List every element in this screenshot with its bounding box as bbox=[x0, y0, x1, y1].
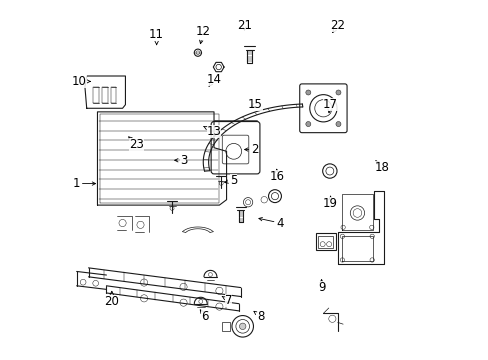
Text: 20: 20 bbox=[104, 291, 119, 309]
Text: 18: 18 bbox=[374, 161, 389, 174]
Text: 23: 23 bbox=[128, 137, 144, 150]
Text: 14: 14 bbox=[206, 73, 221, 86]
Text: 8: 8 bbox=[253, 310, 264, 323]
Text: 17: 17 bbox=[323, 98, 337, 113]
Text: 11: 11 bbox=[149, 28, 164, 45]
Text: 5: 5 bbox=[224, 174, 237, 186]
Text: 9: 9 bbox=[317, 280, 325, 294]
Text: 6: 6 bbox=[200, 310, 208, 323]
Bar bbox=[316, 233, 335, 250]
Text: 1: 1 bbox=[72, 177, 95, 190]
Bar bbox=[222, 322, 229, 330]
Text: 22: 22 bbox=[329, 19, 345, 32]
Circle shape bbox=[305, 122, 310, 127]
Text: 12: 12 bbox=[195, 25, 210, 44]
Text: 16: 16 bbox=[269, 170, 284, 183]
Text: 19: 19 bbox=[323, 196, 337, 210]
Text: 21: 21 bbox=[237, 19, 251, 32]
Circle shape bbox=[305, 90, 310, 95]
Bar bbox=[318, 235, 332, 248]
Text: 10: 10 bbox=[72, 75, 90, 88]
Circle shape bbox=[335, 90, 340, 95]
Text: 3: 3 bbox=[174, 154, 187, 167]
Circle shape bbox=[239, 323, 245, 329]
Text: 2: 2 bbox=[244, 143, 259, 156]
Circle shape bbox=[335, 122, 340, 127]
Text: 7: 7 bbox=[222, 294, 232, 307]
Text: 4: 4 bbox=[258, 216, 284, 230]
Text: 13: 13 bbox=[203, 125, 221, 138]
Text: 15: 15 bbox=[247, 98, 262, 111]
